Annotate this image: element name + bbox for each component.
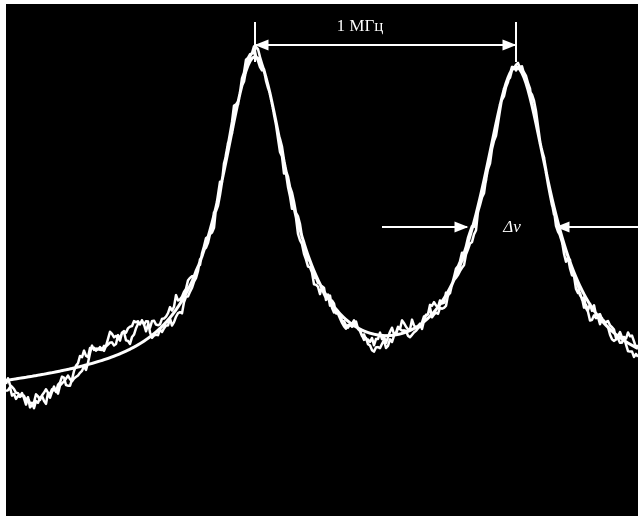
width-label: Δν xyxy=(502,217,521,236)
spacing-label: 1 МГц xyxy=(337,16,384,35)
oscilloscope-screen: 1 МГц Δν xyxy=(0,0,638,521)
screen xyxy=(6,4,638,516)
